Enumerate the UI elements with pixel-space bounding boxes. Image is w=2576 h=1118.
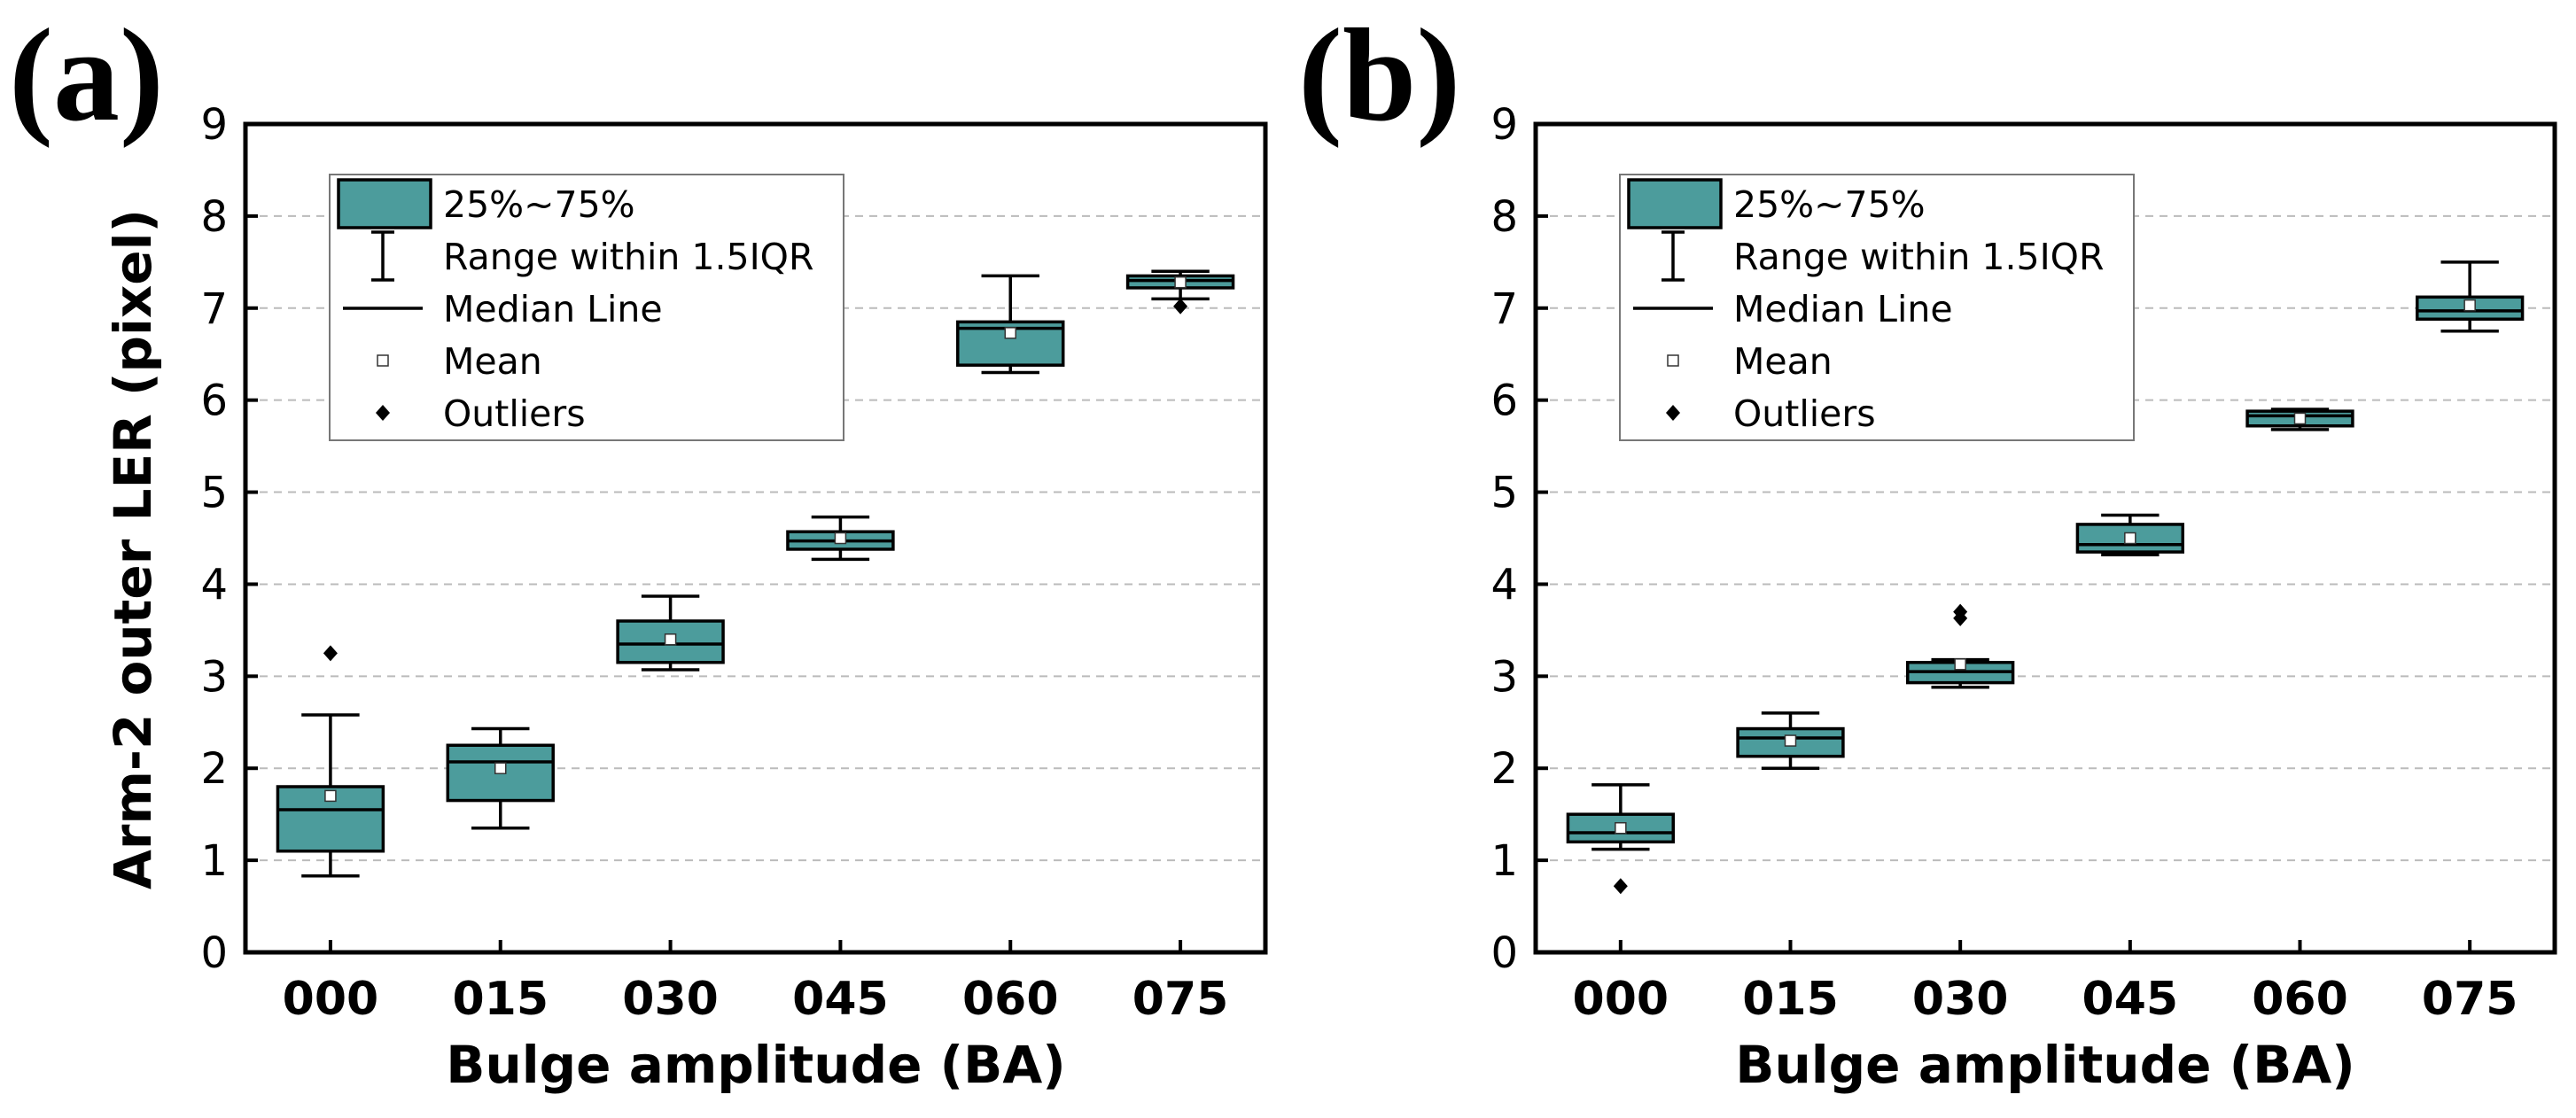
mean-marker [494,762,507,774]
panel-b-y-tick-label: 4 [1490,560,1518,609]
panel-b-y-tick-label: 9 [1490,100,1518,150]
panel-b-x-axis-title: Bulge amplitude (BA) [1735,1035,2354,1095]
mean-marker [2293,412,2307,425]
mean-marker [1615,822,1627,835]
outlier-marker [1953,603,1968,620]
panel-b-x-tick-label: 015 [1742,973,1839,1026]
panel-a-y-tick-label: 3 [200,652,228,702]
legend-outlier-swatch [376,405,390,421]
mean-marker [1954,658,1966,671]
panel-a-box-000 [276,645,385,878]
panel-a-x-tick-label: 045 [792,973,889,1026]
panel-b-y-tick-label: 2 [1490,744,1518,794]
panel-a-y-tick-label: 8 [200,192,228,242]
panel-a-y-tick-label: 0 [200,928,228,978]
panel-b-box-015 [1736,711,1845,770]
outlier-marker [1613,878,1628,895]
panel-b-plot-area: 0 1 2 3 4 5 6 7 8 9 000 015 030 045 060 075 25%~75% Range… [1490,100,2557,1026]
panel-a-y-tick-label: 7 [200,284,228,334]
panel-a-box-045 [786,515,895,562]
panel-b-y-tick-label: 3 [1490,652,1518,702]
mean-marker [2124,532,2136,545]
panel-a-label: (a) [9,2,164,149]
mean-marker [324,789,337,803]
panel-a-x-tick-label: 060 [962,973,1059,1026]
legend-label-mean: Mean [443,340,542,383]
panel-a-x-tick-label: 015 [452,973,549,1026]
legend-outlier-swatch [1666,405,1680,421]
legend-label-mean: Mean [1733,340,1833,383]
mean-marker [1174,276,1187,289]
panel-a-box-060 [956,274,1065,375]
panel-b-box-000 [1566,783,1675,895]
legend-box-swatch [337,178,432,229]
panel-a-y-tick-label: 4 [200,560,228,609]
legend-label-outlier: Outliers [443,392,586,435]
panel-b: (b) 0 1 2 3 4 5 6 7 8 9 000 015 030 045 060 075 25%~75% R… [1298,2,2557,1095]
legend-label-box: 25%~75% [443,183,635,226]
panel-b-y-tick-label: 8 [1490,192,1518,242]
panel-b-y-tick-label: 1 [1490,836,1518,886]
panel-b-y-tick-label: 7 [1490,284,1518,334]
panel-a-box-015 [446,726,555,830]
panel-b-box-045 [2075,513,2185,556]
panel-b-legend: 25%~75% Range within 1.5IQR Median Line Mea… [1619,174,2135,441]
panel-b-y-tick-label: 6 [1490,377,1518,426]
panel-a-y-tick-label: 5 [200,469,228,518]
legend-label-whisker: Range within 1.5IQR [443,236,813,278]
panel-b-label: (b) [1298,2,1460,149]
panel-a: (a) Arm-2 outer LER (pixel) 0 1 2 3 4 5 6 7 8 9 00… [9,2,1268,1095]
mean-marker [2463,299,2476,312]
legend-label-median: Median Line [443,288,663,330]
legend-mean-swatch [377,354,389,367]
mean-marker [1004,327,1016,339]
outlier-marker [1173,298,1188,314]
legend-label-whisker: Range within 1.5IQR [1733,236,2104,278]
legend-label-box: 25%~75% [1733,183,1926,226]
panel-b-x-tick-label: 045 [2082,973,2179,1026]
panel-b-box-075 [2416,260,2525,333]
panel-b-x-tick-label: 030 [1912,973,2009,1026]
panel-a-box-030 [616,594,725,672]
panel-b-box-030 [1906,603,2015,689]
panel-a-plot-frame [243,121,1268,955]
legend-label-median: Median Line [1733,288,1953,330]
panel-b-plot-frame [1533,121,2557,955]
panel-b-x-tick-label: 075 [2422,973,2518,1026]
panel-b-x-tick-label: 000 [1573,973,1669,1026]
legend-box-swatch [1627,178,1723,229]
panel-a-y-tick-label: 2 [200,744,228,794]
panel-a-y-tick-label: 1 [200,836,228,886]
panel-a-plot-area: 0 1 2 3 4 5 6 7 8 9 000 015 030 045 060 075 25%~75% Range… [200,100,1268,1026]
panel-b-y-tick-label: 5 [1490,469,1518,518]
panel-a-box-075 [1125,269,1235,314]
panel-a-legend: 25%~75% Range within 1.5IQR Median Line Mea… [329,174,844,441]
panel-b-box-060 [2245,408,2354,431]
panel-a-x-tick-label: 075 [1132,973,1229,1026]
panel-b-x-tick-label: 060 [2252,973,2348,1026]
panel-b-y-tick-label: 0 [1490,928,1518,978]
panel-a-y-tick-label: 9 [200,100,228,150]
mean-marker [1784,734,1797,747]
panel-a-y-tick-label: 6 [200,377,228,426]
panel-a-x-tick-label: 000 [283,973,379,1026]
mean-marker [664,633,677,646]
mean-marker [834,532,847,545]
iqr-box [446,743,555,803]
legend-mean-swatch [1667,354,1679,367]
panel-a-y-axis-title: Arm-2 outer LER (pixel) [103,209,163,889]
outlier-marker [323,645,338,662]
legend-label-outlier: Outliers [1733,392,1876,435]
panel-a-x-tick-label: 030 [622,973,719,1026]
panel-a-x-axis-title: Bulge amplitude (BA) [446,1035,1065,1095]
